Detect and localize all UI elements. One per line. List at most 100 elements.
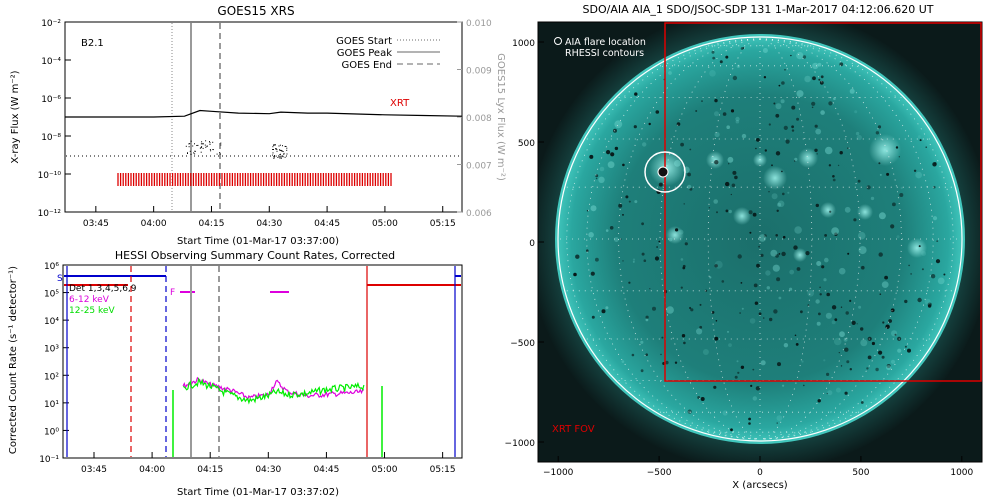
- aia-dark-speck: [684, 242, 688, 246]
- aia-dark-speck: [776, 277, 781, 282]
- aia-dark-speck: [875, 367, 879, 372]
- aia-bright-speck: [772, 264, 780, 272]
- goes-short-point: [281, 150, 283, 152]
- goes-left-axis: 10⁻² 10⁻⁴ 10⁻⁶ 10⁻⁸ 10⁻¹⁰ 10⁻¹²: [38, 19, 71, 219]
- aia-bright-speck: [855, 131, 860, 136]
- aia-bright-speck: [640, 340, 644, 344]
- goes-legend-end: GOES End: [342, 60, 392, 71]
- aia-dark-speck: [628, 200, 631, 203]
- goes-xrt-coverage-band: [117, 173, 392, 186]
- aia-dark-speck: [785, 139, 790, 144]
- aia-x-tick-label: −500: [647, 468, 672, 478]
- aia-image: [538, 22, 982, 462]
- aia-lat-lon-grid: [560, 38, 960, 440]
- aia-bright-speck: [823, 278, 827, 282]
- aia-bright-speck: [854, 110, 858, 114]
- aia-dark-speck: [658, 182, 663, 187]
- aia-dark-speck: [812, 76, 816, 81]
- aia-bright-speck: [801, 360, 804, 363]
- aia-dark-speck: [713, 385, 717, 389]
- aia-dark-speck: [758, 312, 762, 316]
- aia-dark-speck: [847, 252, 850, 255]
- goes-short-point: [272, 149, 274, 150]
- goes-ylabel-right: GOES15 Lyx Flux (W m⁻²): [495, 53, 506, 181]
- aia-dark-speck: [877, 125, 882, 129]
- aia-dark-speck: [925, 146, 927, 148]
- goes-short-point: [273, 145, 275, 146]
- aia-bright-speck: [838, 267, 846, 275]
- aia-dark-speck: [711, 311, 715, 314]
- goes-right-axis: 0.010 0.009 0.008 0.007 0.006: [457, 19, 492, 219]
- aia-bright-speck: [714, 111, 719, 117]
- goes-short-point: [189, 150, 191, 152]
- aia-dark-speck: [776, 422, 778, 424]
- goes-short-point: [279, 149, 281, 151]
- aia-dark-speck: [680, 142, 684, 147]
- goes-short-point: [273, 156, 275, 158]
- aia-dark-speck: [586, 210, 589, 212]
- aia-bright-speck: [812, 62, 819, 70]
- aia-dark-speck: [826, 392, 828, 395]
- aia-dark-speck: [755, 147, 757, 150]
- aia-dark-speck: [728, 163, 730, 165]
- aia-dark-speck: [695, 110, 698, 112]
- aia-dark-speck: [838, 352, 840, 354]
- aia-flare-location-circle: [644, 151, 686, 193]
- aia-bright-speck: [796, 52, 804, 60]
- aia-bright-speck: [896, 235, 900, 239]
- goes-short-point: [204, 144, 206, 146]
- aia-dark-speck: [649, 288, 651, 290]
- aia-legend-flare: AIA flare location: [565, 37, 646, 48]
- goes-x-axis: 03:45 04:00 04:15 04:30 04:45 05:00 05:15: [83, 206, 456, 229]
- aia-dark-speck: [802, 55, 807, 59]
- hessi-x-tick-label: 03:45: [81, 465, 107, 475]
- aia-dark-speck: [622, 260, 624, 262]
- aia-bright-speck: [614, 120, 623, 129]
- aia-bright-speck: [794, 157, 798, 161]
- aia-dark-speck: [913, 169, 917, 172]
- goes-short-point: [209, 143, 211, 145]
- aia-bright-speck: [770, 249, 778, 257]
- goes-x-tick-label: 05:15: [430, 219, 456, 229]
- aia-dark-speck: [740, 365, 745, 369]
- aia-dark-speck: [886, 172, 890, 176]
- aia-bright-speck: [870, 196, 875, 201]
- aia-bright-region: [649, 150, 685, 186]
- goes-short-point: [219, 153, 221, 155]
- aia-bright-speck: [760, 360, 766, 366]
- aia-dark-speck: [762, 317, 765, 319]
- aia-dark-speck: [752, 212, 757, 217]
- aia-bright-speck: [824, 257, 829, 263]
- goes-short-point: [279, 154, 281, 156]
- aia-dark-speck: [734, 375, 738, 379]
- aia-dark-speck: [628, 281, 631, 284]
- aia-dark-speck: [748, 210, 753, 215]
- aia-dark-speck: [731, 183, 736, 188]
- aia-bright-speck: [590, 205, 597, 212]
- aia-dark-speck: [805, 251, 810, 256]
- aia-dark-speck: [845, 311, 849, 315]
- aia-dark-speck: [892, 202, 896, 207]
- goes-legend-peak: GOES Peak: [337, 48, 392, 59]
- aia-dark-speck: [675, 228, 679, 232]
- hessi-x-axis: 03:45 04:00 04:15 04:30 04:45 05:00 05:15: [81, 452, 456, 475]
- aia-bright-speck: [794, 226, 802, 234]
- aia-xrt-fov-label: XRT FOV: [552, 424, 595, 435]
- aia-dark-speck: [631, 353, 635, 357]
- aia-bright-speck: [823, 359, 826, 362]
- aia-dark-speck: [680, 286, 683, 289]
- aia-dark-speck: [866, 367, 869, 370]
- aia-dark-speck: [934, 162, 937, 165]
- aia-dark-speck: [643, 259, 647, 263]
- aia-xrt-fov-box: [664, 22, 982, 382]
- aia-dark-speck: [781, 170, 783, 173]
- aia-bright-region: [793, 248, 807, 262]
- aia-title: SDO/AIA AIA_1 SDO/JSOC-SDP 131 1-Mar-201…: [583, 3, 934, 16]
- aia-dark-speck: [807, 304, 810, 306]
- goes-title: GOES15 XRS: [217, 4, 294, 18]
- aia-bright-speck: [775, 103, 782, 110]
- aia-dark-speck: [719, 60, 723, 64]
- aia-dark-speck: [866, 185, 871, 190]
- aia-bright-speck: [780, 99, 785, 104]
- aia-dark-speck: [721, 280, 725, 283]
